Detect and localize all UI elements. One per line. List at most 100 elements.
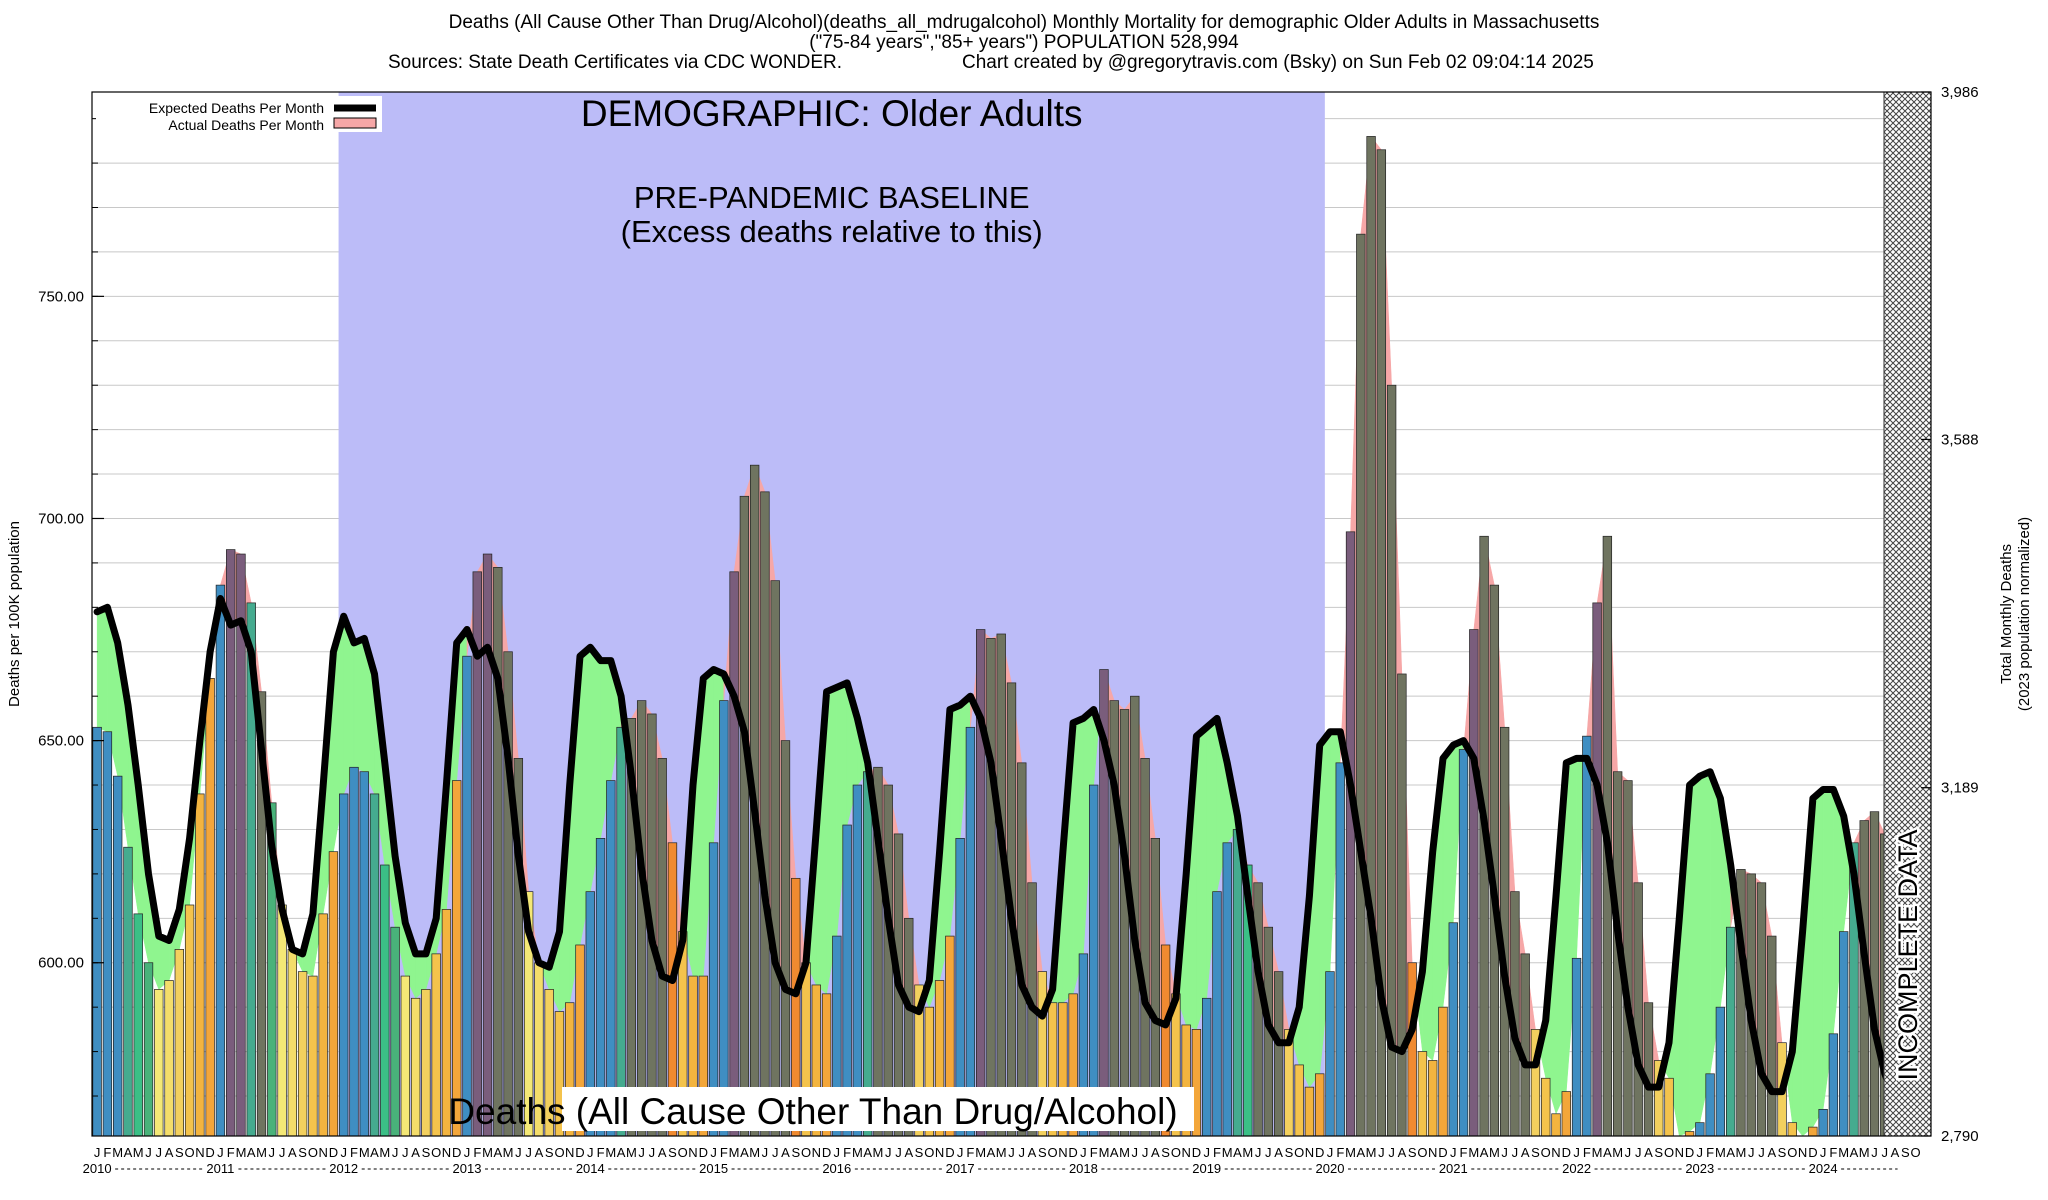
x-month-label: J — [1255, 1145, 1262, 1160]
x-month-label: M — [1859, 1145, 1870, 1160]
expected-line — [93, 595, 1909, 1104]
y2-tick-label: 3,588 — [1941, 431, 1979, 448]
x-month-label: M — [1592, 1145, 1603, 1160]
actual-bar — [1571, 957, 1582, 1137]
x-month-label: J — [1882, 1145, 1889, 1160]
actual-bar — [1787, 1122, 1797, 1137]
y-tick-label: 750.00 — [38, 288, 84, 305]
x-month-label: N — [1675, 1145, 1684, 1160]
x-month-label: S — [668, 1145, 677, 1160]
x-month-label: O — [554, 1145, 564, 1160]
x-month-label: N — [812, 1145, 821, 1160]
x-month-label: J — [885, 1145, 892, 1160]
x-month-label: S — [1654, 1145, 1663, 1160]
x-month-label: O — [1911, 1145, 1921, 1160]
x-month-label: J — [772, 1145, 779, 1160]
actual-bar — [1253, 882, 1263, 1137]
actual-bar — [133, 913, 143, 1137]
actual-bar — [349, 766, 359, 1137]
x-month-label: O — [801, 1145, 811, 1160]
x-month-label: J — [1019, 1145, 1026, 1160]
actual-bar — [1684, 1131, 1695, 1137]
actual-bar — [1458, 749, 1469, 1137]
actual-bar — [780, 740, 791, 1137]
x-month-label: J — [1758, 1145, 1765, 1160]
x-month-label: F — [597, 1145, 605, 1160]
x-month-label: J — [1871, 1145, 1878, 1160]
chart-credit: Chart created by @gregorytravis.com (Bsk… — [962, 52, 1594, 73]
x-month-label: M — [112, 1145, 123, 1160]
actual-bar — [339, 793, 349, 1137]
incomplete-data-region: INCOMPLETE DATA — [1883, 91, 1932, 1137]
x-month-label: M — [1838, 1145, 1849, 1160]
x-month-label: F — [103, 1145, 111, 1160]
actual-bar — [1428, 1060, 1438, 1137]
x-month-label: M — [1119, 1145, 1130, 1160]
actual-bar — [1356, 233, 1366, 1137]
actual-bar — [862, 771, 873, 1137]
x-month-label: J — [525, 1145, 532, 1160]
y2-tick-label: 3,986 — [1941, 84, 1979, 101]
x-month-label: A — [535, 1145, 544, 1160]
x-month-label: J — [762, 1145, 769, 1160]
x-month-label: O — [1787, 1145, 1797, 1160]
excess-fill-segment — [96, 606, 108, 733]
chart-labels: DEMOGRAPHIC: Older Adults PRE-PANDEMIC BA… — [448, 93, 1194, 1132]
actual-bar — [205, 678, 215, 1137]
x-month-label: A — [1274, 1145, 1283, 1160]
x-month-label: M — [996, 1145, 1007, 1160]
x-month-label: D — [699, 1145, 708, 1160]
x-month-label: M — [1345, 1145, 1356, 1160]
actual-bar — [369, 793, 380, 1137]
actual-bar — [226, 549, 236, 1137]
x-month-label: A — [124, 1145, 133, 1160]
x-month-label: D — [1192, 1145, 1201, 1160]
actual-bar — [1664, 1077, 1674, 1137]
x-month-label: J — [649, 1145, 656, 1160]
x-month-label: D — [329, 1145, 338, 1160]
x-month-label: J — [402, 1145, 409, 1160]
y2-tick-label: 2,790 — [1941, 1128, 1979, 1145]
actual-bar — [1304, 1086, 1315, 1137]
actual-bar — [154, 989, 164, 1137]
x-month-label: S — [1531, 1145, 1540, 1160]
x-month-label: A — [1356, 1145, 1365, 1160]
x-month-label: A — [247, 1145, 256, 1160]
x-year-label: 2011 — [206, 1161, 234, 1176]
bottom-label-box — [562, 1087, 1194, 1131]
actual-bar — [1438, 1006, 1448, 1137]
x-month-label: A — [904, 1145, 913, 1160]
x-month-label: M — [359, 1145, 370, 1160]
actual-bar — [1119, 709, 1130, 1137]
x-month-label: S — [1161, 1145, 1170, 1160]
x-month-label: D — [452, 1145, 461, 1160]
x-month-label: A — [658, 1145, 667, 1160]
incomplete-hatch — [1883, 91, 1932, 1137]
x-month-label: J — [1635, 1145, 1642, 1160]
actual-bar — [636, 700, 647, 1137]
actual-bar — [606, 780, 616, 1137]
actual-bar — [1551, 1113, 1561, 1137]
x-month-label: J — [1142, 1145, 1149, 1160]
x-month-label: F — [1460, 1145, 1468, 1160]
x-month-label: A — [370, 1145, 379, 1160]
x-year-label: 2010 — [83, 1161, 112, 1176]
y2-axis-label-line2: (2023 population normalized) — [2016, 517, 2033, 711]
actual-bar — [729, 571, 739, 1137]
incomplete-label: INCOMPLETE DATA — [1893, 829, 1923, 1080]
x-month-label: J — [587, 1145, 594, 1160]
x-month-label: S — [1901, 1145, 1910, 1160]
x-month-label: M — [852, 1145, 863, 1160]
x-month-label: A — [1726, 1145, 1735, 1160]
x-month-label: M — [256, 1145, 267, 1160]
actual-bar — [318, 913, 328, 1137]
x-month-label: N — [1058, 1145, 1067, 1160]
actual-bar — [1725, 926, 1736, 1137]
legend-actual-swatch — [333, 117, 377, 129]
actual-bar — [1140, 758, 1150, 1137]
actual-bar — [195, 793, 205, 1137]
x-month-label: J — [1697, 1145, 1704, 1160]
x-month-label: O — [1048, 1145, 1058, 1160]
x-month-label: S — [1408, 1145, 1417, 1160]
